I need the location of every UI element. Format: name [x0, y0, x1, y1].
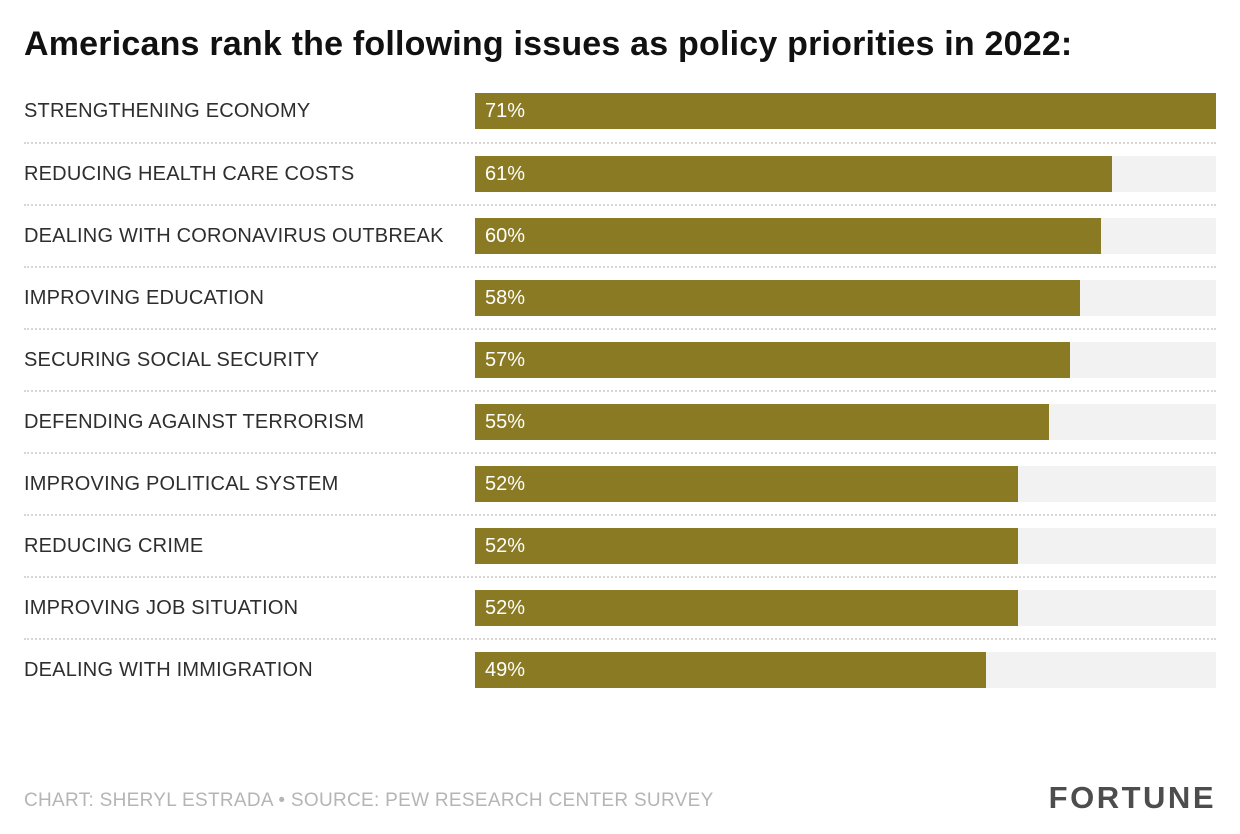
chart-title: Americans rank the following issues as p… — [24, 25, 1073, 63]
bar-track: 52% — [475, 466, 1216, 503]
chart-row: IMPROVING JOB SITUATION 52% — [24, 576, 1216, 638]
bar-fill: 52% — [475, 590, 1018, 627]
footer: CHART: SHERYL ESTRADA • SOURCE: PEW RESE… — [24, 780, 1216, 816]
fortune-logo: FORTUNE — [1048, 780, 1216, 815]
chart-row: REDUCING HEALTH CARE COSTS 61% — [24, 142, 1216, 204]
bar-track: 55% — [475, 404, 1216, 441]
bar-value: 52% — [485, 596, 526, 619]
bar-fill: 58% — [475, 280, 1081, 317]
row-label: IMPROVING POLITICAL SYSTEM — [24, 472, 339, 495]
footer-credit: CHART: SHERYL ESTRADA • SOURCE: PEW RESE… — [24, 790, 714, 811]
chart-row: REDUCING CRIME 52% — [24, 514, 1216, 576]
bar-value: 52% — [485, 472, 526, 495]
bar-value: 57% — [485, 348, 526, 371]
chart-row: STRENGTHENING ECONOMY 71% — [24, 80, 1216, 142]
chart-row: DEALING WITH IMMIGRATION 49% — [24, 638, 1216, 700]
bar-value: 49% — [485, 658, 526, 681]
row-label: SECURING SOCIAL SECURITY — [24, 348, 320, 371]
row-label: IMPROVING JOB SITUATION — [24, 596, 299, 619]
chart-row: IMPROVING POLITICAL SYSTEM 52% — [24, 452, 1216, 514]
row-label: IMPROVING EDUCATION — [24, 286, 265, 309]
bar-value: 60% — [485, 224, 526, 247]
bar-fill: 60% — [475, 218, 1102, 255]
bar-track: 49% — [475, 652, 1216, 689]
chart-row: SECURING SOCIAL SECURITY 57% — [24, 328, 1216, 390]
chart-row: DEFENDING AGAINST TERRORISM 55% — [24, 390, 1216, 452]
chart-row: IMPROVING EDUCATION 58% — [24, 266, 1216, 328]
row-label: REDUCING HEALTH CARE COSTS — [24, 162, 355, 185]
row-label: DEFENDING AGAINST TERRORISM — [24, 410, 365, 433]
bar-value: 58% — [485, 286, 526, 309]
row-label: DEALING WITH CORONAVIRUS OUTBREAK — [24, 224, 444, 247]
bar-track: 71% — [475, 93, 1216, 130]
bar-fill: 49% — [475, 652, 987, 689]
bar-fill: 57% — [475, 342, 1070, 379]
bar-fill: 52% — [475, 466, 1018, 503]
bar-fill: 55% — [475, 404, 1049, 441]
bar-value: 55% — [485, 410, 526, 433]
row-label: STRENGTHENING ECONOMY — [24, 99, 311, 122]
bar-fill: 61% — [475, 156, 1112, 193]
bar-track: 52% — [475, 528, 1216, 565]
bar-value: 52% — [485, 534, 526, 557]
row-label: DEALING WITH IMMIGRATION — [24, 658, 313, 681]
chart-row: DEALING WITH CORONAVIRUS OUTBREAK 60% — [24, 204, 1216, 266]
bar-track: 60% — [475, 218, 1216, 255]
bar-fill: 52% — [475, 528, 1018, 565]
bar-track: 52% — [475, 590, 1216, 627]
chart-rows: STRENGTHENING ECONOMY 71% REDUCING HEALT… — [24, 80, 1216, 754]
row-label: REDUCING CRIME — [24, 534, 204, 557]
bar-value: 61% — [485, 162, 526, 185]
bar-fill: 71% — [475, 93, 1216, 130]
bar-track: 57% — [475, 342, 1216, 379]
bar-track: 58% — [475, 280, 1216, 317]
bar-track: 61% — [475, 156, 1216, 193]
bar-value: 71% — [485, 99, 526, 122]
